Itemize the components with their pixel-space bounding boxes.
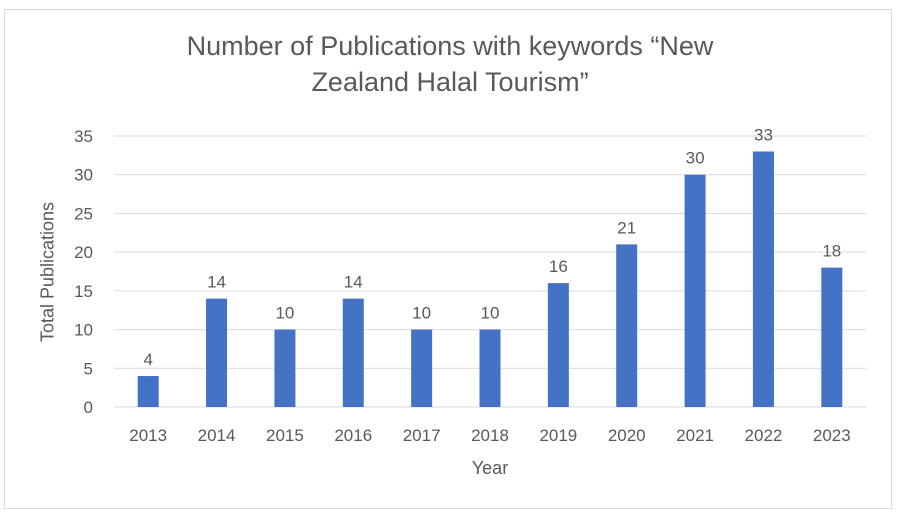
y-tick-label: 10 xyxy=(74,321,93,340)
data-label: 33 xyxy=(754,125,773,144)
x-tick-label: 2015 xyxy=(266,426,304,445)
x-tick-label: 2016 xyxy=(334,426,372,445)
y-tick-label: 15 xyxy=(74,282,93,301)
data-label: 10 xyxy=(412,304,431,323)
chart-title-line-2: Zealand Halal Tourism” xyxy=(311,67,589,97)
data-label: 16 xyxy=(549,257,568,276)
bar-2020 xyxy=(616,244,638,407)
chart-title-line-1: Number of Publications with keywords “Ne… xyxy=(186,31,714,61)
bar-2017 xyxy=(411,329,433,407)
chart-frame xyxy=(4,9,892,509)
y-tick-label: 0 xyxy=(84,398,93,417)
bar-2021 xyxy=(684,174,706,407)
x-tick-label: 2013 xyxy=(129,426,167,445)
data-label: 18 xyxy=(822,242,841,261)
x-tick-label: 2014 xyxy=(198,426,236,445)
bar-2016 xyxy=(342,298,364,407)
data-label: 10 xyxy=(275,304,294,323)
chart-title: Number of Publications with keywords “Ne… xyxy=(0,28,900,100)
bar-2018 xyxy=(479,329,501,407)
y-tick-label: 30 xyxy=(74,166,93,185)
bar-2013 xyxy=(137,376,159,407)
x-tick-label: 2020 xyxy=(608,426,646,445)
x-tick-label: 2018 xyxy=(471,426,509,445)
bar-2023 xyxy=(821,267,843,407)
x-tick-label: 2023 xyxy=(813,426,851,445)
data-label: 4 xyxy=(143,350,152,369)
x-tick-label: 2017 xyxy=(403,426,441,445)
data-label: 14 xyxy=(344,273,363,292)
data-label: 21 xyxy=(617,218,636,237)
bar-2014 xyxy=(206,298,228,407)
y-tick-label: 35 xyxy=(74,127,93,146)
data-label: 30 xyxy=(686,149,705,168)
bar-2022 xyxy=(752,151,774,407)
x-tick-label: 2019 xyxy=(539,426,577,445)
x-tick-label: 2022 xyxy=(745,426,783,445)
data-label: 10 xyxy=(481,304,500,323)
data-label: 14 xyxy=(207,273,226,292)
y-tick-label: 5 xyxy=(84,359,93,378)
bar-2015 xyxy=(274,329,296,407)
x-axis-label: Year xyxy=(471,458,509,478)
y-tick-label: 20 xyxy=(74,243,93,262)
bar-2019 xyxy=(547,283,569,407)
x-tick-label: 2021 xyxy=(676,426,714,445)
y-tick-label: 25 xyxy=(74,204,93,223)
